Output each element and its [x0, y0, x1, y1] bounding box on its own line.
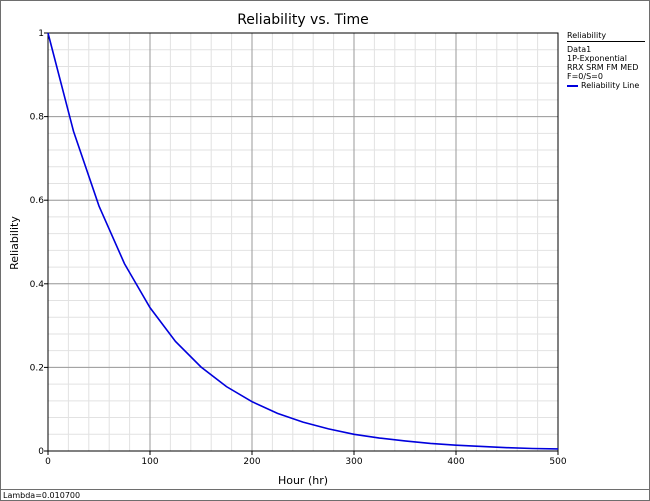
- legend-series-label: Reliability Line: [581, 81, 640, 90]
- x-tick-label: 400: [447, 457, 464, 467]
- legend-line-distribution: 1P-Exponential: [567, 54, 627, 63]
- x-tick-label: 100: [141, 457, 158, 467]
- y-tick-label: 0.4: [30, 280, 45, 290]
- legend-title: Reliability: [567, 31, 645, 42]
- legend-line-failures: F=0/S=0: [567, 72, 603, 81]
- legend-line-method: RRX SRM FM MED: [567, 63, 639, 72]
- x-tick-label: 500: [549, 457, 566, 467]
- legend-line-swatch: [567, 84, 578, 87]
- x-axis-label: Hour (hr): [278, 474, 328, 487]
- y-tick-label: 1: [38, 29, 44, 39]
- x-tick-label: 0: [45, 457, 51, 467]
- reliability-line: [47, 32, 559, 450]
- legend-line-data: Data1: [567, 45, 592, 54]
- y-tick-label: 0: [38, 447, 44, 457]
- footer-divider: [1, 489, 649, 490]
- axis-ticks: 0 100 200 300 400 500 0 0.2 0.4 0.6 0.8 1: [30, 29, 567, 467]
- plot-area-border: [47, 32, 559, 452]
- reliability-chart: 0 100 200 300 400 500 0 0.2 0.4 0.6 0.8 1 Reliabili…: [8, 12, 567, 487]
- y-axis-label: Reliability: [8, 216, 21, 270]
- x-tick-label: 200: [243, 457, 260, 467]
- x-tick-label: 300: [345, 457, 362, 467]
- y-tick-label: 0.8: [30, 113, 45, 123]
- minor-grid: [47, 32, 559, 452]
- chart-title: Reliability vs. Time: [237, 12, 369, 28]
- footer-status: Lambda=0.010700: [3, 491, 81, 500]
- y-tick-label: 0.6: [30, 196, 45, 206]
- major-grid: [47, 32, 559, 452]
- legend-series-entry: Reliability Line: [567, 81, 645, 90]
- legend: Reliability Data1 1P-Exponential RRX SRM…: [567, 31, 645, 90]
- y-tick-label: 0.2: [30, 363, 44, 373]
